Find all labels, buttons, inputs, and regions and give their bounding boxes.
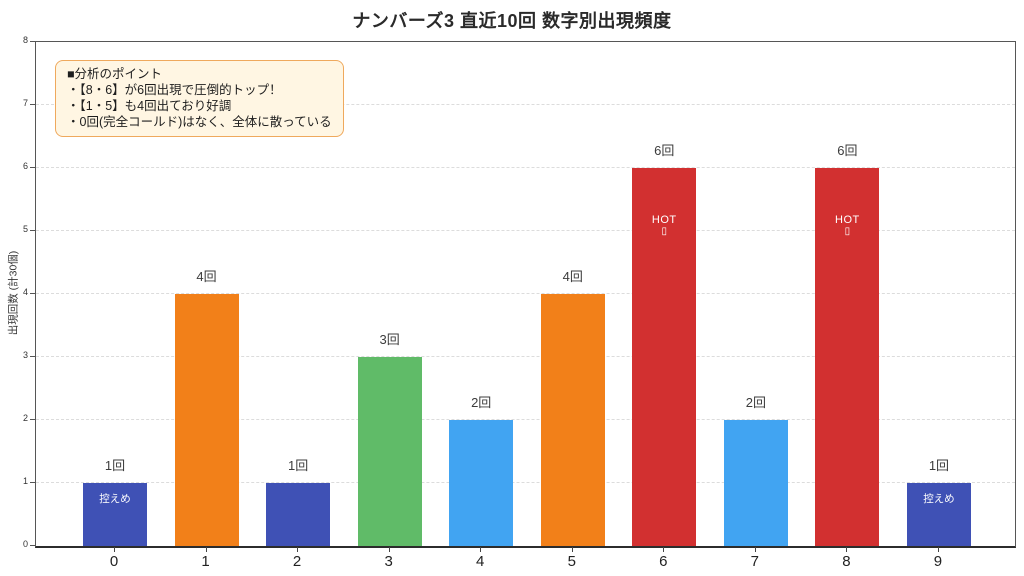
y-tick-mark [30,104,35,105]
y-tick-label: 1 [22,476,28,486]
x-tick-mark [846,547,848,552]
bar-value-label: 4回 [562,269,583,284]
y-tick-mark [30,482,35,483]
bar-value-label: 2回 [745,395,766,410]
bar-value-label: 3回 [379,332,400,347]
y-tick-mark [30,545,35,546]
y-tick-mark [30,356,35,357]
y-tick-label: 6 [22,161,28,171]
x-tick-mark [297,547,299,552]
annotation-line: ・【1・5】も4回出ており好調 [67,99,232,113]
x-tick-label: 7 [750,553,760,570]
x-tick-mark [114,547,115,552]
bar-digit-5 [540,294,605,546]
bar-inner-label: HOT ▯ [651,214,677,237]
bar-digit-0: 控えめ [83,483,147,546]
gridline [36,293,1015,294]
bar-digit-9: 控えめ [906,483,971,546]
y-tick-label: 5 [22,224,28,234]
x-tick-mark [205,547,207,552]
bar-value-label: 4回 [196,269,217,284]
x-tick-mark [663,547,665,552]
bar-digit-2 [266,483,331,546]
annotation-line: ・0回(完全コールド)はなく、全体に散っている [67,115,332,129]
x-tick-label: 2 [292,553,302,570]
bar-digit-8: HOT ▯ [815,168,880,546]
x-tick-label: 0 [109,553,119,570]
x-tick-mark [937,547,939,552]
bar-value-label: 2回 [471,395,492,410]
x-tick-mark [754,547,756,552]
x-tick-label: 3 [384,553,393,570]
x-tick-mark [480,547,482,552]
y-tick-mark [30,293,35,294]
bar-digit-6: HOT ▯ [632,168,697,546]
bar-digit-1 [174,294,239,546]
x-tick-label: 5 [567,553,576,570]
y-tick-label: 8 [22,35,28,45]
x-tick-label: 6 [659,553,668,570]
bar-digit-3 [357,357,422,546]
gridline [36,167,1015,168]
bar-digit-7 [723,420,788,546]
y-tick-label: 3 [22,350,28,360]
bar-value-label: 1回 [104,458,126,473]
annotation-box: ■分析のポイント ・【8・6】が6回出現で圧倒的トップ！ ・【1・5】も4回出て… [55,60,344,137]
bar-digit-4 [449,420,514,546]
y-tick-label: 2 [22,413,28,423]
bar-inner-label: 控えめ [99,493,131,505]
bar-value-label: 6回 [837,143,858,158]
plot-area: 控えめ 1回 4回 1回 3回 2回 4回 HOT ▯ 6回 2回 HOT ▯ 6回控えめ 1回 [35,41,1016,548]
x-tick-label: 1 [201,553,210,570]
annotation-line: ・【8・6】が6回出現で圧倒的トップ！ [67,83,282,97]
gridline [36,104,1015,105]
y-tick-label: 0 [22,539,28,549]
x-tick-label: 9 [933,553,943,570]
y-tick-mark [30,230,35,231]
gridline [36,356,1015,357]
bar-inner-label: 控えめ [923,493,955,505]
x-tick-mark [388,547,390,552]
gridline [36,482,1015,483]
y-tick-mark [30,419,35,420]
bar-inner-label: HOT ▯ [835,214,860,237]
annotation-heading: ■分析のポイント [67,67,163,81]
gridline [36,230,1015,231]
x-tick-label: 8 [842,553,851,570]
chart-title: ナンバーズ3 直近10回 数字別出現頻度 [352,11,672,31]
y-tick-label: 4 [22,287,28,297]
gridline [36,419,1015,420]
x-tick-label: 4 [476,553,485,570]
y-tick-mark [30,41,35,42]
bar-value-label: 1回 [287,458,309,473]
y-tick-mark [30,167,35,168]
x-tick-mark [571,547,573,552]
bar-value-label: 6回 [654,143,675,158]
bar-value-label: 1回 [928,458,950,473]
y-tick-label: 7 [22,98,28,108]
